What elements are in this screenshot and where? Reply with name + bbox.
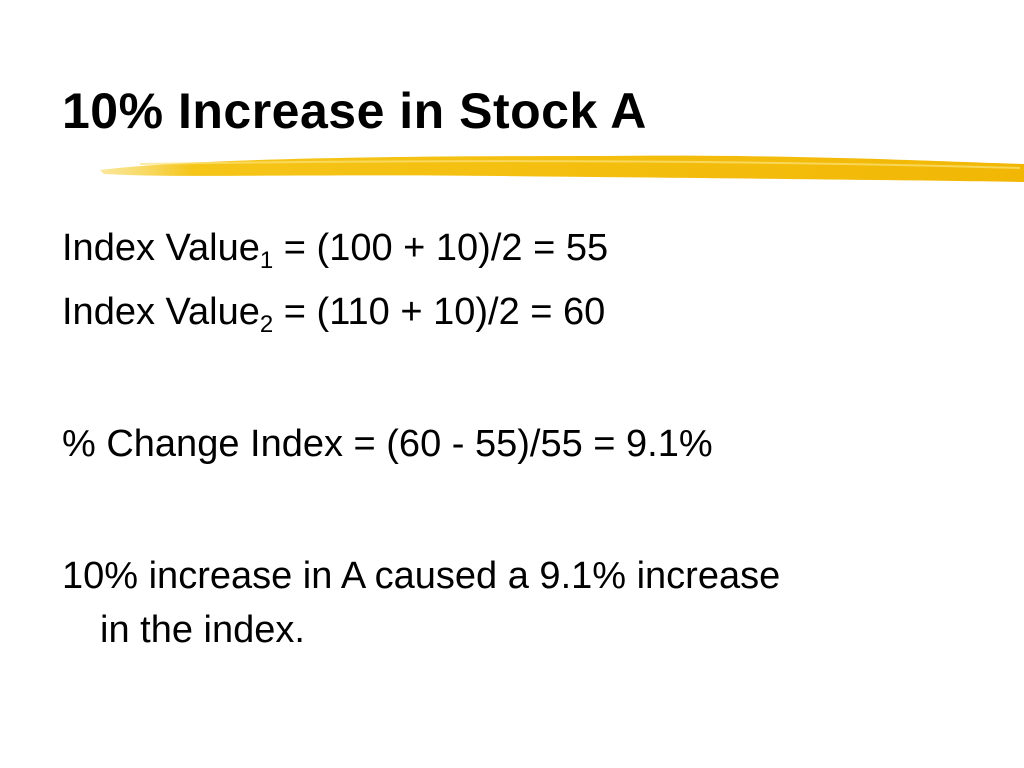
highlight-stroke <box>100 155 1024 182</box>
subscript: 1 <box>259 247 274 274</box>
text: Index Value <box>62 291 260 333</box>
paragraph: % Change Index = (60 - 55)/55 = 9.1% <box>62 423 713 465</box>
slide-title: 10% Increase in Stock A <box>62 83 647 139</box>
equation-line: Index Value1 = (100 + 10)/2 = 55 <box>62 226 609 273</box>
text: = (100 + 10)/2 = 55 <box>273 227 609 269</box>
subscript: 2 <box>259 311 274 338</box>
paragraph-line: 10% increase in A caused a 9.1% increase <box>62 555 781 597</box>
text: = (110 + 10)/2 = 60 <box>273 291 606 333</box>
equation-line: Index Value2 = (110 + 10)/2 = 60 <box>62 290 606 337</box>
text: Index Value <box>62 227 260 269</box>
paragraph-line: in the index. <box>100 609 305 651</box>
